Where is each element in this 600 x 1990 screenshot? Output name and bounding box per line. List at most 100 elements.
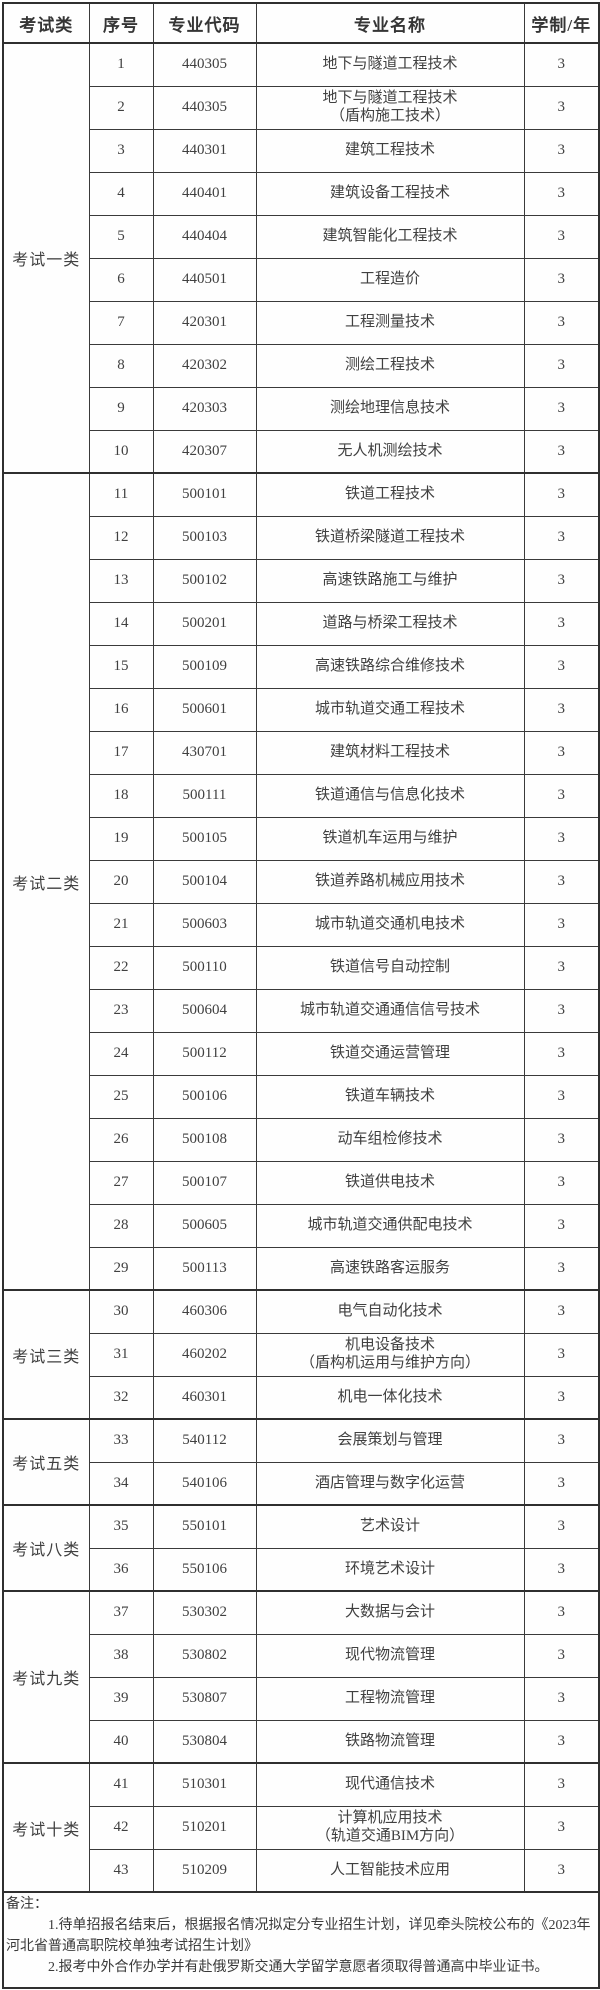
- code-cell: 500106: [152, 1074, 257, 1119]
- seq-cell: 9: [88, 386, 154, 431]
- duration-cell: 3: [523, 902, 600, 947]
- duration-cell: 3: [523, 1504, 600, 1549]
- duration-cell: 3: [523, 1461, 600, 1506]
- column-header-code: 专业代码: [152, 2, 257, 44]
- column-header-duration: 学制/年: [523, 2, 600, 44]
- major-name-cell: 酒店管理与数字化运营: [255, 1461, 525, 1506]
- major-name-cell: 人工智能技术应用: [255, 1848, 525, 1893]
- duration-cell: 3: [523, 773, 600, 818]
- seq-cell: 42: [88, 1805, 154, 1850]
- major-name-cell: 动车组检修技术: [255, 1117, 525, 1162]
- notes-cell: 备注： 1.待单招报名结束后，根据报名情况拟定分专业招生计划，详见牵头院校公布的…: [2, 1891, 600, 1989]
- major-name-cell: 建筑工程技术: [255, 128, 525, 173]
- major-name-cell: 建筑智能化工程技术: [255, 214, 525, 259]
- major-name-cell: 艺术设计: [255, 1504, 525, 1549]
- major-name-cell: 环境艺术设计: [255, 1547, 525, 1592]
- table-row: 12 500103 铁道桥梁隧道工程技术 3: [3, 515, 600, 560]
- major-name-cell: 高速铁路施工与维护: [255, 558, 525, 603]
- major-name-cell: 铁道信号自动控制: [255, 945, 525, 990]
- code-cell: 420303: [152, 386, 257, 431]
- duration-cell: 3: [523, 1031, 600, 1076]
- code-cell: 420307: [152, 429, 257, 474]
- code-cell: 460301: [152, 1375, 257, 1420]
- code-cell: 540106: [152, 1461, 257, 1506]
- major-name-cell: 地下与隧道工程技术: [255, 42, 525, 87]
- major-name-cell: 城市轨道交通工程技术: [255, 687, 525, 732]
- code-cell: 500103: [152, 515, 257, 560]
- code-cell: 550106: [152, 1547, 257, 1592]
- duration-cell: 3: [523, 257, 600, 302]
- seq-cell: 22: [88, 945, 154, 990]
- duration-cell: 3: [523, 644, 600, 689]
- table-row: 20 500104 铁道养路机械应用技术 3: [3, 859, 600, 904]
- major-name-cell: 电气自动化技术: [255, 1289, 525, 1334]
- duration-cell: 3: [523, 343, 600, 388]
- table-row: 39 530807 工程物流管理 3: [3, 1676, 600, 1721]
- table-row: 31 460202 机电设备技术 （盾构机运用与维护方向） 3: [3, 1332, 600, 1377]
- table-row: 考试一类 1 440305 地下与隧道工程技术 3: [2, 42, 600, 474]
- table-row: 4 440401 建筑设备工程技术 3: [3, 171, 600, 216]
- major-name-cell: 无人机测绘技术: [255, 429, 525, 474]
- seq-cell: 6: [88, 257, 154, 302]
- major-name-cell: 高速铁路综合维修技术: [255, 644, 525, 689]
- table-row: 16 500601 城市轨道交通工程技术 3: [3, 687, 600, 732]
- table-row: 考试二类 11 500101 铁道工程技术 3: [2, 472, 600, 1291]
- code-cell: 500113: [152, 1246, 257, 1291]
- major-name-cell: 铁道养路机械应用技术: [255, 859, 525, 904]
- major-name-cell: 建筑材料工程技术: [255, 730, 525, 775]
- seq-cell: 12: [88, 515, 154, 560]
- seq-cell: 25: [88, 1074, 154, 1119]
- table-row: 25 500106 铁道车辆技术 3: [3, 1074, 600, 1119]
- table-row: 43 510209 人工智能技术应用 3: [3, 1848, 600, 1893]
- table-row: 22 500110 铁道信号自动控制 3: [3, 945, 600, 990]
- duration-cell: 3: [523, 1676, 600, 1721]
- notes-title: 备注：: [6, 1897, 48, 1912]
- duration-cell: 3: [523, 1719, 600, 1764]
- code-cell: 530807: [152, 1676, 257, 1721]
- seq-cell: 40: [88, 1719, 154, 1764]
- code-cell: 420302: [152, 343, 257, 388]
- duration-cell: 3: [523, 1074, 600, 1119]
- major-name-cell: 测绘工程技术: [255, 343, 525, 388]
- table-row: 13 500102 高速铁路施工与维护 3: [3, 558, 600, 603]
- major-name-cell: 铁道机车运用与维护: [255, 816, 525, 861]
- duration-cell: 3: [523, 85, 600, 130]
- duration-cell: 3: [523, 1590, 600, 1635]
- duration-cell: 3: [523, 214, 600, 259]
- duration-cell: 3: [523, 429, 600, 474]
- table-header-row: 考试类 序号 专业代码 专业名称 学制/年: [2, 2, 600, 44]
- table-row: 36 550106 环境艺术设计 3: [3, 1547, 600, 1592]
- code-cell: 510201: [152, 1805, 257, 1850]
- seq-cell: 34: [88, 1461, 154, 1506]
- table-row: 17 430701 建筑材料工程技术 3: [3, 730, 600, 775]
- seq-cell: 31: [88, 1332, 154, 1377]
- seq-cell: 14: [88, 601, 154, 646]
- table-row: 7 420301 工程测量技术 3: [3, 300, 600, 345]
- major-name-cell: 现代通信技术: [255, 1762, 525, 1807]
- duration-cell: 3: [523, 859, 600, 904]
- major-name-cell: 城市轨道交通机电技术: [255, 902, 525, 947]
- table-row: 14 500201 道路与桥梁工程技术 3: [3, 601, 600, 646]
- seq-cell: 23: [88, 988, 154, 1033]
- seq-cell: 24: [88, 1031, 154, 1076]
- seq-cell: 3: [88, 128, 154, 173]
- seq-cell: 20: [88, 859, 154, 904]
- seq-cell: 28: [88, 1203, 154, 1248]
- code-cell: 500112: [152, 1031, 257, 1076]
- seq-cell: 37: [88, 1590, 154, 1635]
- seq-cell: 30: [88, 1289, 154, 1334]
- seq-cell: 1: [88, 42, 154, 87]
- seq-cell: 35: [88, 1504, 154, 1549]
- code-cell: 460306: [152, 1289, 257, 1334]
- seq-cell: 13: [88, 558, 154, 603]
- table-row: 6 440501 工程造价 3: [3, 257, 600, 302]
- code-cell: 430701: [152, 730, 257, 775]
- duration-cell: 3: [523, 1418, 600, 1463]
- seq-cell: 10: [88, 429, 154, 474]
- major-name-cell: 城市轨道交通供配电技术: [255, 1203, 525, 1248]
- table-row: 考试五类 33 540112 会展策划与管理 3: [2, 1418, 600, 1506]
- major-name-cell: 铁道桥梁隧道工程技术: [255, 515, 525, 560]
- table-row: 9 420303 测绘地理信息技术 3: [3, 386, 600, 431]
- table-row: 28 500605 城市轨道交通供配电技术 3: [3, 1203, 600, 1248]
